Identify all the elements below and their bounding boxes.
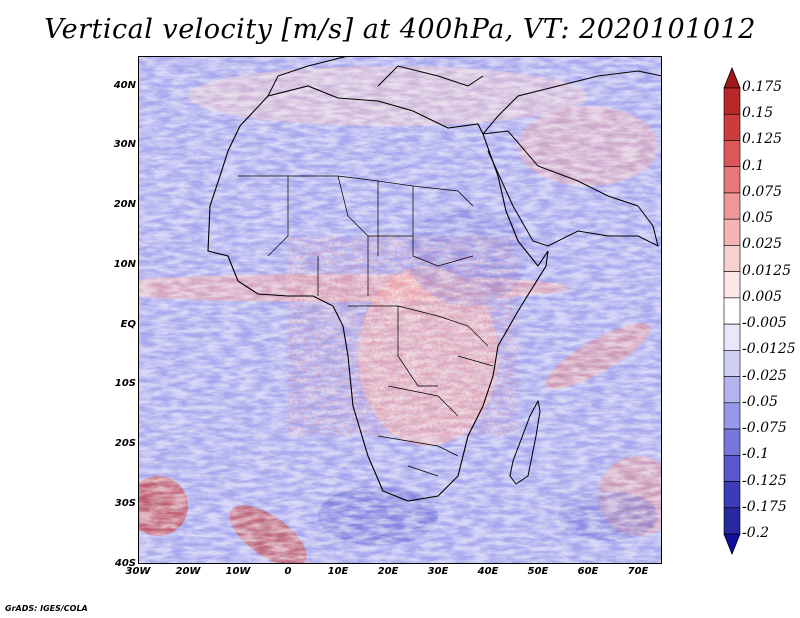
madagascar xyxy=(509,399,541,485)
lon-label: 30W xyxy=(125,566,151,577)
lon-label: 20E xyxy=(377,566,399,577)
colorbar-swatch xyxy=(723,428,741,456)
lat-label: 30N xyxy=(113,139,136,150)
credit-text: GrADS: IGES/COLA xyxy=(5,604,88,613)
lon-label: 50E xyxy=(527,566,549,577)
colorbar-swatch xyxy=(723,271,741,299)
lon-label: 40E xyxy=(477,566,499,577)
colorbar-tick-label: 0.005 xyxy=(742,288,783,305)
country-borders xyxy=(238,175,494,477)
colorbar-tick-label: -0.175 xyxy=(742,498,787,515)
lat-label: 40S xyxy=(114,558,136,569)
colorbar-tick-label: -0.125 xyxy=(742,472,787,489)
lat-label: 40N xyxy=(113,80,136,91)
colorbar-swatch xyxy=(723,192,741,220)
colorbar-tick-label: -0.025 xyxy=(742,367,787,384)
colorbar-bottom-arrow xyxy=(723,533,741,556)
lon-label: 30E xyxy=(427,566,449,577)
red-speckle xyxy=(288,236,518,436)
mideast-coast xyxy=(482,70,662,135)
lon-label: 60E xyxy=(577,566,599,577)
colorbar-swatch xyxy=(723,218,741,246)
colorbar-tick-label: 0.05 xyxy=(742,210,774,227)
colorbar-swatch xyxy=(723,454,741,482)
map-frame xyxy=(138,56,662,564)
colorbar-swatch xyxy=(723,140,741,168)
colorbar-tick-label: 0.1 xyxy=(742,157,765,174)
colorbar-tick-label: 0.0125 xyxy=(742,262,791,279)
lon-label: 70E xyxy=(627,566,649,577)
colorbar-tick-label: 0.175 xyxy=(742,79,783,95)
colorbar-tick-label: -0.075 xyxy=(742,420,787,437)
map-panel xyxy=(138,56,662,564)
colorbar-swatch xyxy=(723,507,741,535)
colorbar-swatch xyxy=(723,350,741,377)
lon-label: 20W xyxy=(175,566,201,577)
colorbar-tick-label: 0.075 xyxy=(742,183,783,200)
colorbar-swatch xyxy=(723,402,741,430)
colorbar-top-arrow xyxy=(723,66,741,89)
med-coast xyxy=(267,56,484,97)
colorbar-swatch xyxy=(723,297,741,325)
lat-label: 20S xyxy=(114,438,136,449)
chart-title: Vertical velocity [m/s] at 400hPa, VT: 2… xyxy=(44,14,756,45)
colorbar-tick-label: -0.005 xyxy=(742,315,787,332)
colorbar-tick-label: -0.05 xyxy=(742,393,778,410)
colorbar-tick-label: 0.15 xyxy=(742,105,774,122)
colorbar-tick-label: -0.0125 xyxy=(742,341,796,358)
colorbar-tick-label: -0.1 xyxy=(742,446,769,463)
africa-coastline xyxy=(207,85,549,502)
colorbar-swatch xyxy=(723,323,741,351)
lon-label: 0 xyxy=(284,566,292,577)
colorbar-swatch xyxy=(723,166,741,194)
colorbar-tick-label: -0.2 xyxy=(742,525,769,541)
colorbar-swatch xyxy=(723,87,741,115)
colorbar-swatch xyxy=(723,376,741,404)
lat-label: 20N xyxy=(113,199,136,210)
lat-label: 10S xyxy=(114,378,136,389)
colorbar-swatch xyxy=(723,113,741,141)
lon-label: 10E xyxy=(327,566,349,577)
lat-label: 30S xyxy=(114,498,136,509)
colorbar xyxy=(723,66,741,556)
lat-label: 10N xyxy=(113,259,136,270)
colorbar-swatch xyxy=(723,481,741,509)
arabia-coast xyxy=(482,130,659,247)
lat-label: EQ xyxy=(120,319,136,330)
colorbar-tick-label: 0.025 xyxy=(742,236,783,253)
colorbar-tick-label: 0.125 xyxy=(742,131,783,148)
colorbar-swatch xyxy=(723,245,741,272)
lon-label: 10W xyxy=(225,566,251,577)
